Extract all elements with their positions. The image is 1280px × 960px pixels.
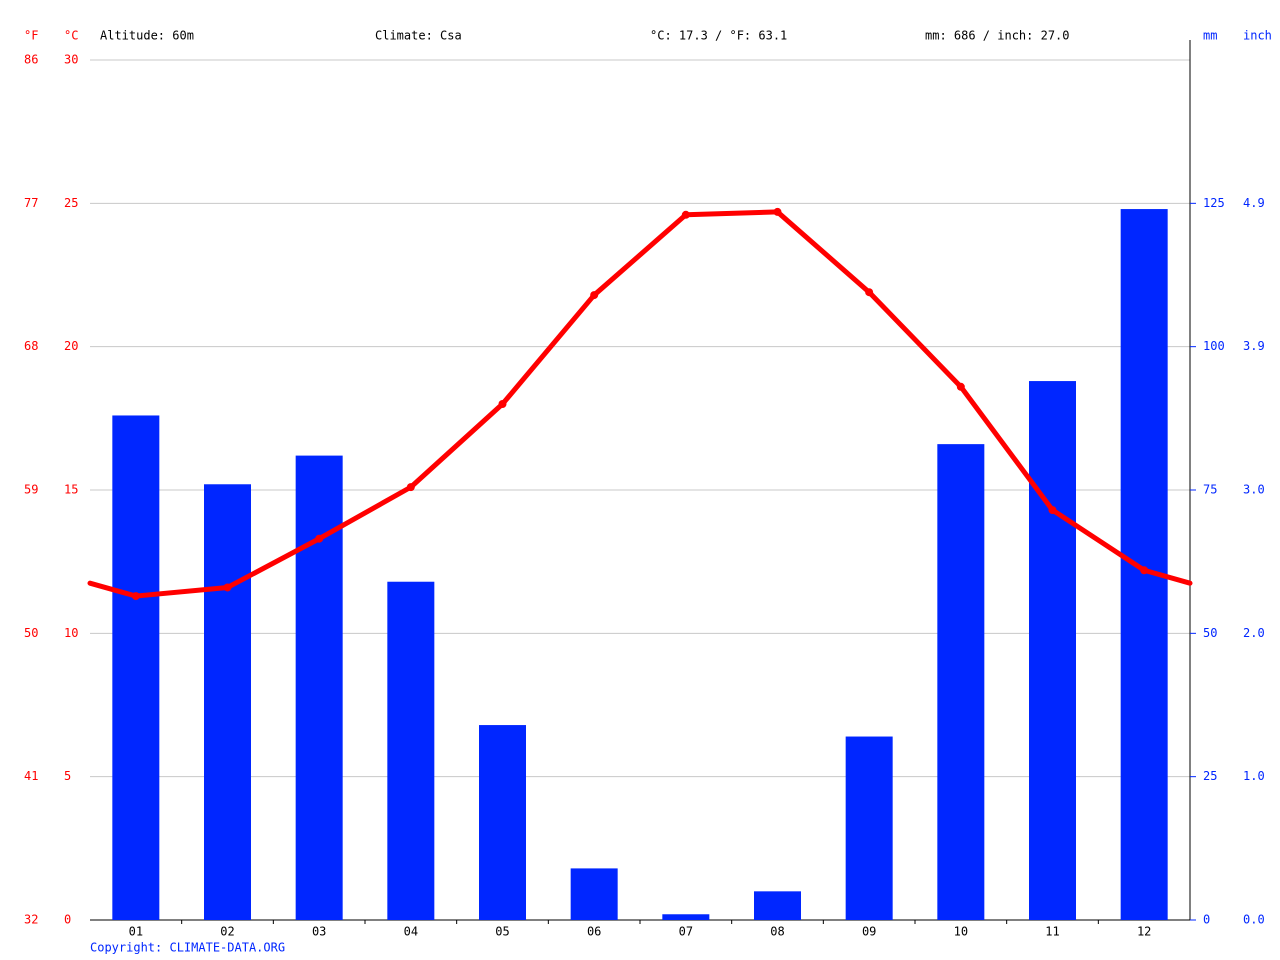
x-tick-label: 01 [129,925,143,939]
y2-tick-label-inch: 4.9 [1243,196,1265,210]
temperature-point [865,288,874,297]
y-tick-label: 0 [64,913,71,927]
y-tick-label: 20 [64,339,78,353]
bar [1120,209,1168,921]
line-wrap [87,580,139,599]
temperature-point [1048,506,1057,515]
y2-tick-label: 25 [1203,769,1217,783]
unit-label: °F [24,29,38,43]
y-tick-label-f: 77 [24,196,38,210]
x-tick-label: 02 [220,925,234,939]
temperature-point [223,583,232,592]
bar [1029,381,1076,921]
bar [662,914,710,920]
y2-tick-label: 100 [1203,339,1225,353]
y-tick-label: 25 [64,196,78,210]
temperature-point [1140,566,1149,575]
y-tick-label: 15 [64,483,78,497]
temperature-point [590,291,599,300]
bar [570,868,618,920]
temperature-point [315,534,324,543]
y2-tick-label-inch: 0.0 [1243,913,1265,927]
y-tick-label-f: 59 [24,483,38,497]
y-tick-label: 30 [64,53,78,67]
unit-label: °C [64,29,78,43]
y-tick-label-f: 68 [24,339,38,353]
x-tick-label: 04 [404,925,418,939]
y-tick-label: 10 [64,626,78,640]
temperature-point [498,400,507,408]
info-text: Climate: Csa [375,29,462,43]
y-tick-label-f: 50 [24,626,38,640]
x-tick-label: 10 [954,925,968,939]
x-tick-label: 06 [587,925,601,939]
x-tick-label: 09 [862,925,876,939]
bar [479,725,526,920]
bar [112,415,160,920]
y2-tick-label: 0 [1203,913,1210,927]
x-tick-label: 07 [679,925,693,939]
info-text: °C: 17.3 / °F: 63.1 [650,29,787,43]
info-text: mm: 686 / inch: 27.0 [925,29,1070,43]
x-tick-label: 08 [770,925,784,939]
unit-label: mm [1203,29,1217,43]
y2-tick-label: 50 [1203,626,1217,640]
bar [845,736,893,920]
y-tick-label-f: 86 [24,53,38,67]
x-tick-label: 03 [312,925,326,939]
temperature-line [135,209,1146,599]
unit-label: inch [1243,29,1272,43]
y2-tick-label: 125 [1203,196,1225,210]
x-tick-label: 11 [1045,925,1059,939]
bar [937,444,985,920]
bar [204,484,251,920]
line-wrap [1141,567,1193,586]
temperature-point [773,207,782,216]
temperature-point [406,483,415,492]
copyright: Copyright: CLIMATE-DATA.ORG [90,941,285,955]
x-tick-label: 12 [1137,925,1151,939]
temperature-point [131,592,140,601]
y2-tick-label-inch: 1.0 [1243,769,1265,783]
bar [387,581,435,920]
bar [295,455,343,920]
x-tick-label: 05 [495,925,509,939]
temperature-point [956,382,965,391]
y-tick-label-f: 32 [24,913,38,927]
y2-tick-label: 75 [1203,483,1217,497]
y2-tick-label-inch: 3.0 [1243,483,1265,497]
temperature-point [681,210,690,219]
bar [754,891,801,920]
y2-tick-label-inch: 3.9 [1243,339,1265,353]
y-tick-label-f: 41 [24,769,38,783]
info-text: Altitude: 60m [100,29,194,43]
y2-tick-label-inch: 2.0 [1243,626,1265,640]
y-tick-label: 5 [64,769,71,783]
